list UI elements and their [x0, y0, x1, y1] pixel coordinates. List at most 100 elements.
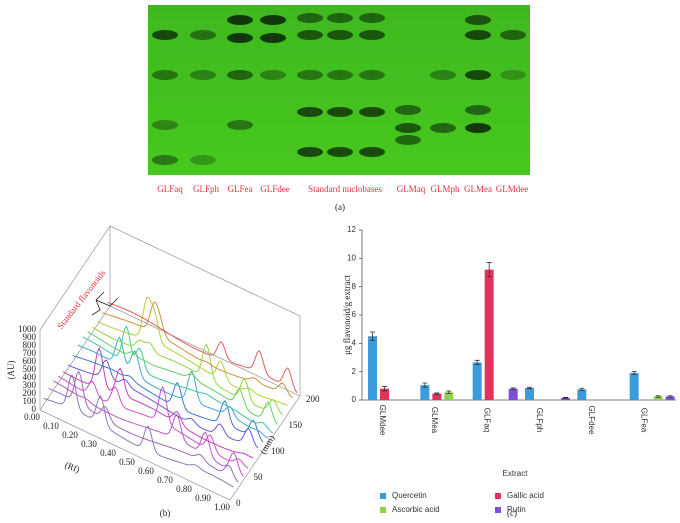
tlc-band	[190, 30, 216, 40]
lane-label: Standard nuclobases	[308, 184, 382, 194]
error-bar	[474, 359, 480, 365]
bar	[484, 269, 494, 400]
tlc-band	[395, 105, 421, 115]
z-tick-label: 100	[271, 446, 285, 456]
densitogram-trace	[72, 355, 264, 443]
caption-a: (a)	[335, 202, 345, 212]
legend-swatch	[380, 507, 386, 513]
x-tick-label: 1.00	[214, 502, 230, 512]
legend-label: Ascorbic acid	[392, 505, 440, 514]
error-bar	[510, 387, 516, 390]
lane-label: GLMea	[464, 184, 492, 194]
lane-label: GLFaq	[157, 184, 183, 194]
tlc-band	[260, 70, 286, 80]
x-tick-label: 0.10	[43, 421, 59, 431]
error-bar	[667, 395, 673, 398]
y-tick-label: 500	[23, 364, 37, 374]
legend-label: Gallic acid	[507, 491, 544, 500]
tlc-band	[465, 105, 491, 115]
error-bar	[446, 390, 452, 394]
bar	[508, 388, 518, 400]
y-tick-label: 100	[23, 396, 37, 406]
y-tick-label: 8	[352, 282, 357, 291]
lane-label: GLMdee	[496, 184, 529, 194]
tlc-band	[359, 70, 385, 80]
y-tick-label: 800	[23, 340, 37, 350]
error-bar	[527, 386, 532, 390]
tlc-band	[465, 30, 491, 40]
densitogram-trace	[102, 301, 293, 399]
y-tick-label: 0	[352, 395, 357, 404]
x-tick-label: GLFdee	[587, 406, 596, 435]
tlc-band	[359, 147, 385, 157]
y-axis-label: (AU)	[6, 361, 16, 380]
x-tick-label: 0.70	[157, 475, 173, 485]
tlc-band	[327, 70, 353, 80]
tlc-band	[465, 15, 491, 25]
tlc-band	[190, 70, 216, 80]
tlc-band	[152, 155, 178, 165]
caption-c: (c)	[507, 508, 517, 518]
y-tick-label: 900	[23, 332, 37, 342]
x-tick-label: GLFea	[640, 408, 649, 433]
y-tick-label: 700	[23, 348, 37, 358]
tlc-band	[327, 13, 353, 23]
y-tick-label: 12	[347, 225, 356, 234]
y-tick-label: 4	[352, 338, 357, 347]
tlc-band	[327, 147, 353, 157]
x-tick-label: GLFaq	[483, 408, 492, 432]
bar	[432, 393, 442, 400]
densitogram-trace	[97, 296, 288, 406]
legend-label: Rutin	[507, 505, 526, 514]
z-tick-label: 50	[254, 472, 264, 482]
tlc-band	[430, 123, 456, 133]
legend-swatch	[380, 493, 386, 499]
bar	[653, 396, 663, 400]
bar	[561, 397, 570, 400]
annotation-brace	[91, 291, 119, 316]
tlc-band	[297, 147, 323, 157]
y-tick-label: 0	[32, 404, 37, 414]
tlc-band	[152, 70, 178, 80]
tlc-band	[359, 107, 385, 117]
tlc-band	[395, 123, 421, 133]
x-tick-label: 0.30	[81, 439, 97, 449]
tlc-band	[152, 30, 178, 40]
tlc-band	[430, 70, 456, 80]
error-bar	[563, 397, 568, 399]
tlc-band	[227, 70, 253, 80]
tlc-band	[227, 15, 253, 25]
y-tick-label: 1000	[18, 324, 37, 334]
tlc-band	[297, 107, 323, 117]
tlc-band	[327, 107, 353, 117]
bar	[525, 387, 534, 400]
tlc-band	[297, 70, 323, 80]
bar	[368, 336, 377, 400]
x-tick-label: 0.50	[119, 457, 135, 467]
densitogram-trace	[67, 359, 259, 449]
tlc-band	[359, 30, 385, 40]
legend-swatch	[495, 493, 501, 499]
bar	[380, 388, 389, 400]
x-axis-label: Extract	[503, 469, 529, 478]
tlc-band	[500, 30, 526, 40]
error-bar	[370, 331, 375, 341]
y-tick-label: 200	[23, 388, 37, 398]
x-tick-label: 0.60	[138, 466, 154, 476]
lane-label: GLFph	[193, 184, 220, 194]
y-tick-label: 6	[352, 310, 357, 319]
y-tick-label: 600	[23, 356, 37, 366]
bar	[577, 389, 587, 400]
error-bar	[486, 262, 492, 278]
tlc-band	[327, 30, 353, 40]
y-tick-label: 300	[23, 380, 37, 390]
bar	[472, 362, 482, 400]
densitogram-trace	[48, 370, 239, 483]
z-tick-label: 150	[289, 420, 303, 430]
x-tick-label: 0.40	[100, 448, 116, 458]
densitogram-trace	[107, 301, 298, 394]
densitogram-trace	[53, 380, 244, 477]
tlc-band	[465, 70, 491, 80]
